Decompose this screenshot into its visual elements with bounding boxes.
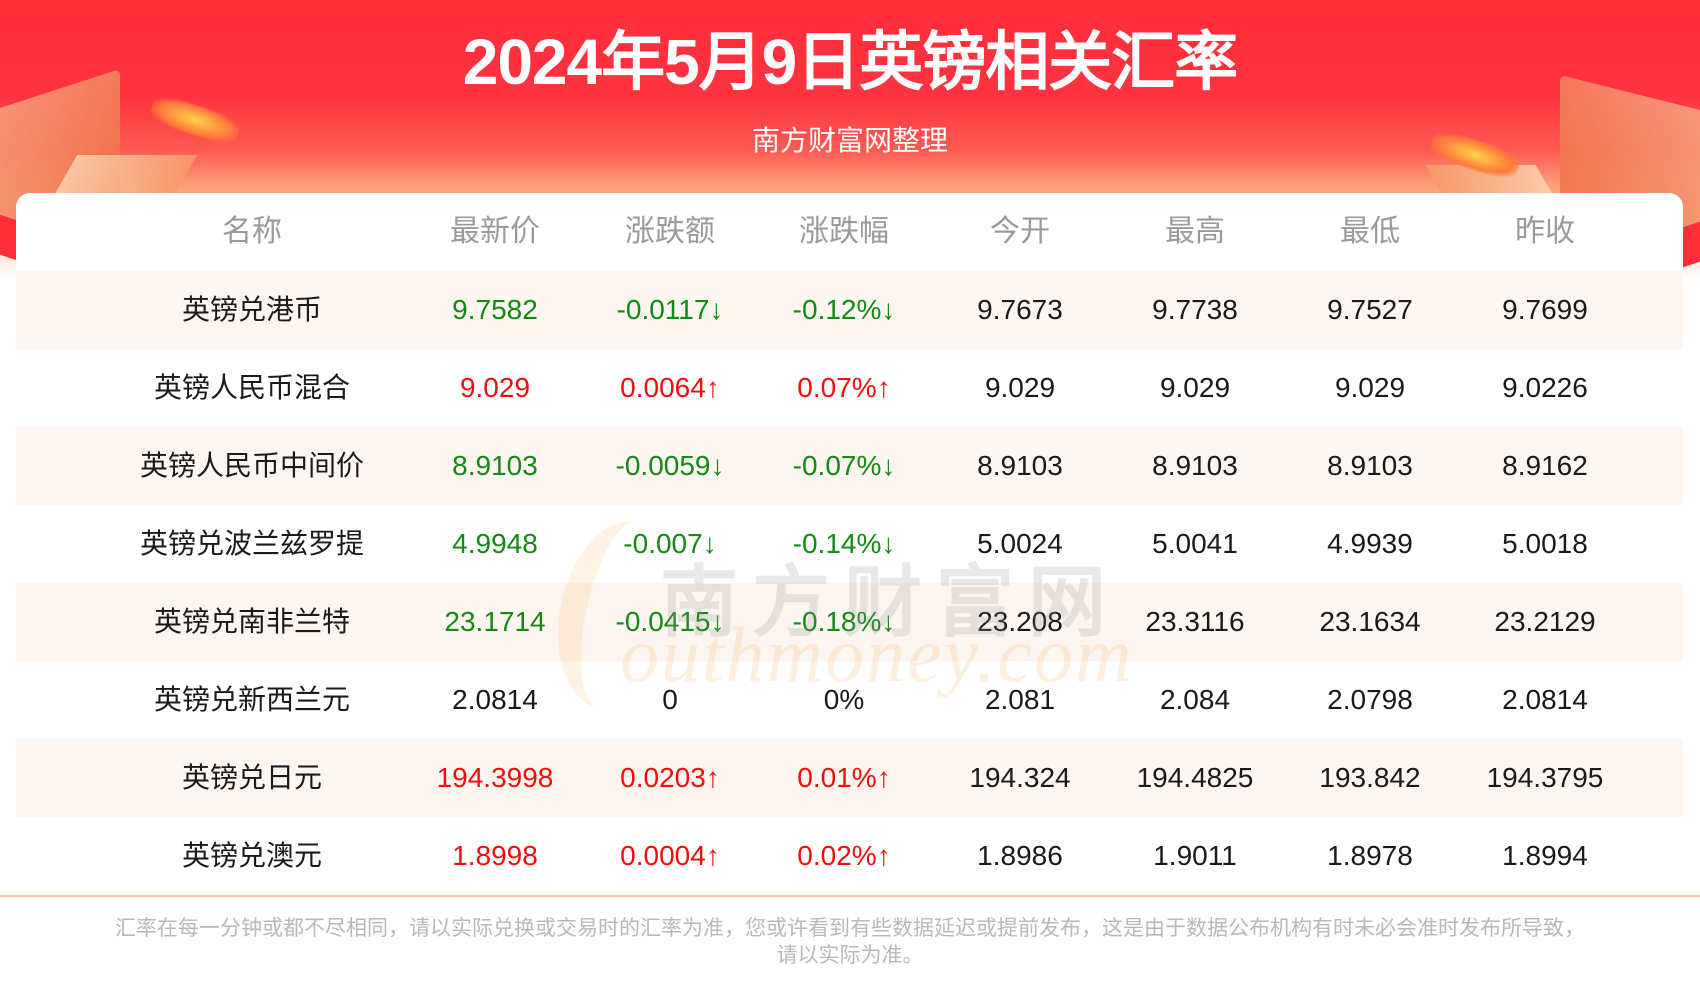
table-row: 英镑兑港币 9.7582 -0.0117↓ -0.12%↓ 9.7673 9.7… (16, 271, 1683, 349)
table-row: 英镑人民币中间价 8.9103 -0.0059↓ -0.07%↓ 8.9103 … (16, 427, 1683, 505)
prev-close-price: 23.2129 (1494, 606, 1596, 637)
currency-pair-name: 英镑兑港币 (181, 294, 322, 325)
prev-close-price: 9.7699 (1502, 294, 1588, 325)
change-amount: -0.0415↓ (615, 606, 725, 637)
change-percent: -0.07%↓ (792, 450, 896, 481)
page-subtitle: 南方财富网整理 (751, 125, 948, 156)
change-amount: -0.007↓ (623, 528, 717, 559)
prev-close-price: 194.3795 (1486, 762, 1604, 793)
latest-price: 4.9948 (452, 528, 538, 559)
currency-pair-name: 英镑兑南非兰特 (153, 606, 350, 637)
change-amount: 0.0064↑ (620, 372, 720, 403)
high-price: 194.4825 (1136, 762, 1254, 793)
low-price: 193.842 (1319, 762, 1421, 793)
low-price: 9.029 (1334, 372, 1406, 403)
column-header-prev-close: 昨收 (1515, 215, 1575, 248)
latest-price: 194.3998 (436, 762, 554, 793)
prev-close-price: 9.0226 (1502, 372, 1588, 403)
latest-price: 2.0814 (452, 684, 538, 715)
open-price: 9.029 (984, 372, 1056, 403)
table-row: 英镑兑新西兰元 2.0814 0 0% 2.081 2.084 2.0798 2… (16, 661, 1683, 739)
high-price: 2.084 (1159, 684, 1231, 715)
open-price: 5.0024 (977, 528, 1063, 559)
low-price: 1.8978 (1327, 840, 1413, 871)
table-header-row: 名称 最新价 涨跌额 涨跌幅 今开 最高 最低 昨收 (16, 193, 1683, 271)
latest-price: 23.1714 (444, 606, 546, 637)
disclaimer-line-2: 请以实际为准。 (776, 944, 924, 967)
prev-close-price: 5.0018 (1502, 528, 1588, 559)
currency-pair-name: 英镑兑波兰兹罗提 (139, 528, 364, 559)
high-price: 9.029 (1159, 372, 1231, 403)
change-amount: -0.0059↓ (615, 450, 725, 481)
prev-close-price: 1.8994 (1502, 840, 1588, 871)
change-percent: 0.02%↑ (797, 840, 891, 871)
low-price: 2.0798 (1327, 684, 1413, 715)
change-percent: 0.01%↑ (797, 762, 891, 793)
prev-close-price: 2.0814 (1502, 684, 1588, 715)
change-percent: -0.12%↓ (792, 294, 896, 325)
page-title: 2024年5月9日英镑相关汇率 (462, 26, 1239, 98)
column-header-high: 最高 (1165, 215, 1225, 248)
change-percent: -0.18%↓ (792, 606, 896, 637)
open-price: 8.9103 (977, 450, 1063, 481)
low-price: 23.1634 (1319, 606, 1421, 637)
latest-price: 8.9103 (452, 450, 538, 481)
high-price: 5.0041 (1152, 528, 1238, 559)
disclaimer: 汇率在每一分钟或都不尽相同，请以实际兑换或交易时的汇率为准，您或许看到有些数据延… (60, 915, 1640, 969)
low-price: 4.9939 (1327, 528, 1413, 559)
disclaimer-line-1: 汇率在每一分钟或都不尽相同，请以实际兑换或交易时的汇率为准，您或许看到有些数据延… (115, 917, 1585, 940)
high-price: 23.3116 (1145, 606, 1245, 637)
change-amount: 0.0203↑ (620, 762, 720, 793)
column-header-change: 涨跌额 (625, 215, 715, 248)
open-price: 9.7673 (977, 294, 1063, 325)
currency-pair-name: 英镑兑日元 (181, 762, 322, 793)
change-amount: -0.0117↓ (616, 294, 724, 325)
column-header-low: 最低 (1340, 215, 1400, 248)
open-price: 1.8986 (977, 840, 1063, 871)
change-percent: 0% (823, 684, 865, 715)
change-percent: 0.07%↑ (797, 372, 891, 403)
currency-pair-name: 英镑兑澳元 (181, 840, 322, 871)
table-row: 英镑兑澳元 1.8998 0.0004↑ 0.02%↑ 1.8986 1.901… (16, 817, 1683, 895)
column-header-name: 名称 (222, 215, 282, 248)
low-price: 9.7527 (1327, 294, 1413, 325)
change-amount: 0.0004↑ (620, 840, 720, 871)
latest-price: 9.7582 (452, 294, 538, 325)
currency-pair-name: 英镑兑新西兰元 (153, 684, 350, 715)
prev-close-price: 8.9162 (1502, 450, 1588, 481)
high-price: 8.9103 (1152, 450, 1238, 481)
table-row: 英镑兑日元 194.3998 0.0203↑ 0.01%↑ 194.324 19… (16, 739, 1683, 817)
currency-pair-name: 英镑人民币中间价 (139, 450, 364, 481)
high-price: 9.7738 (1152, 294, 1238, 325)
high-price: 1.9011 (1153, 840, 1237, 871)
open-price: 194.324 (969, 762, 1071, 793)
low-price: 8.9103 (1327, 450, 1413, 481)
change-percent: -0.14%↓ (792, 528, 896, 559)
table-row: 英镑人民币混合 9.029 0.0064↑ 0.07%↑ 9.029 9.029… (16, 349, 1683, 427)
column-header-change-pct: 涨跌幅 (799, 215, 889, 248)
footer-divider (0, 895, 1700, 897)
open-price: 23.208 (977, 606, 1063, 637)
latest-price: 1.8998 (452, 840, 538, 871)
change-amount: 0 (662, 684, 678, 715)
open-price: 2.081 (984, 684, 1056, 715)
column-header-open: 今开 (990, 215, 1050, 248)
table-row: 英镑兑南非兰特 23.1714 -0.0415↓ -0.18%↓ 23.208 … (16, 583, 1683, 661)
latest-price: 9.029 (459, 372, 531, 403)
rates-table: 名称 最新价 涨跌额 涨跌幅 今开 最高 最低 昨收 英镑兑港币 9.7582 … (16, 193, 1683, 896)
column-header-latest: 最新价 (450, 215, 540, 248)
table-row: 英镑兑波兰兹罗提 4.9948 -0.007↓ -0.14%↓ 5.0024 5… (16, 505, 1683, 583)
currency-pair-name: 英镑人民币混合 (153, 372, 350, 403)
